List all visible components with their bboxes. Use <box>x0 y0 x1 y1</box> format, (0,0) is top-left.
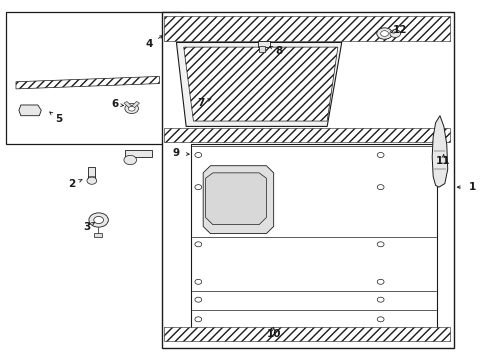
Bar <box>6 12 181 144</box>
Circle shape <box>376 279 383 284</box>
Circle shape <box>376 317 383 322</box>
Text: 1: 1 <box>468 182 475 192</box>
Text: 7: 7 <box>197 98 204 108</box>
Circle shape <box>376 153 383 157</box>
Polygon shape <box>176 42 341 126</box>
Circle shape <box>376 242 383 247</box>
Polygon shape <box>203 166 273 234</box>
Circle shape <box>376 297 383 302</box>
Text: 6: 6 <box>111 99 118 109</box>
Bar <box>88 167 95 181</box>
Polygon shape <box>431 116 447 187</box>
Circle shape <box>376 185 383 190</box>
Bar <box>259 46 264 52</box>
Text: 10: 10 <box>266 329 280 339</box>
Bar <box>164 128 449 143</box>
Circle shape <box>380 31 387 36</box>
Polygon shape <box>131 102 139 108</box>
Circle shape <box>195 242 201 247</box>
Circle shape <box>389 30 400 37</box>
Polygon shape <box>183 47 337 121</box>
Bar <box>162 12 453 348</box>
Circle shape <box>89 213 108 227</box>
Bar <box>258 41 270 47</box>
Polygon shape <box>205 173 266 225</box>
Circle shape <box>195 153 201 157</box>
Circle shape <box>128 106 135 111</box>
Circle shape <box>87 177 97 184</box>
Circle shape <box>124 104 138 113</box>
Text: 3: 3 <box>82 222 90 232</box>
Bar <box>94 233 102 237</box>
Polygon shape <box>19 105 41 116</box>
Text: 11: 11 <box>435 156 449 166</box>
Circle shape <box>376 28 391 39</box>
Bar <box>164 327 449 341</box>
Circle shape <box>195 317 201 322</box>
Circle shape <box>195 297 201 302</box>
Text: 5: 5 <box>55 114 62 124</box>
Circle shape <box>94 216 103 224</box>
Circle shape <box>123 156 136 165</box>
Text: 4: 4 <box>146 39 153 49</box>
Text: 8: 8 <box>274 46 282 56</box>
Circle shape <box>195 185 201 190</box>
Polygon shape <box>16 76 159 89</box>
Text: 2: 2 <box>68 179 75 189</box>
Bar <box>191 144 436 328</box>
Bar <box>23 107 36 114</box>
Polygon shape <box>123 102 131 108</box>
Text: 9: 9 <box>173 148 180 158</box>
Bar <box>125 150 152 157</box>
Text: 12: 12 <box>392 25 407 35</box>
Bar <box>164 16 449 41</box>
Circle shape <box>195 279 201 284</box>
